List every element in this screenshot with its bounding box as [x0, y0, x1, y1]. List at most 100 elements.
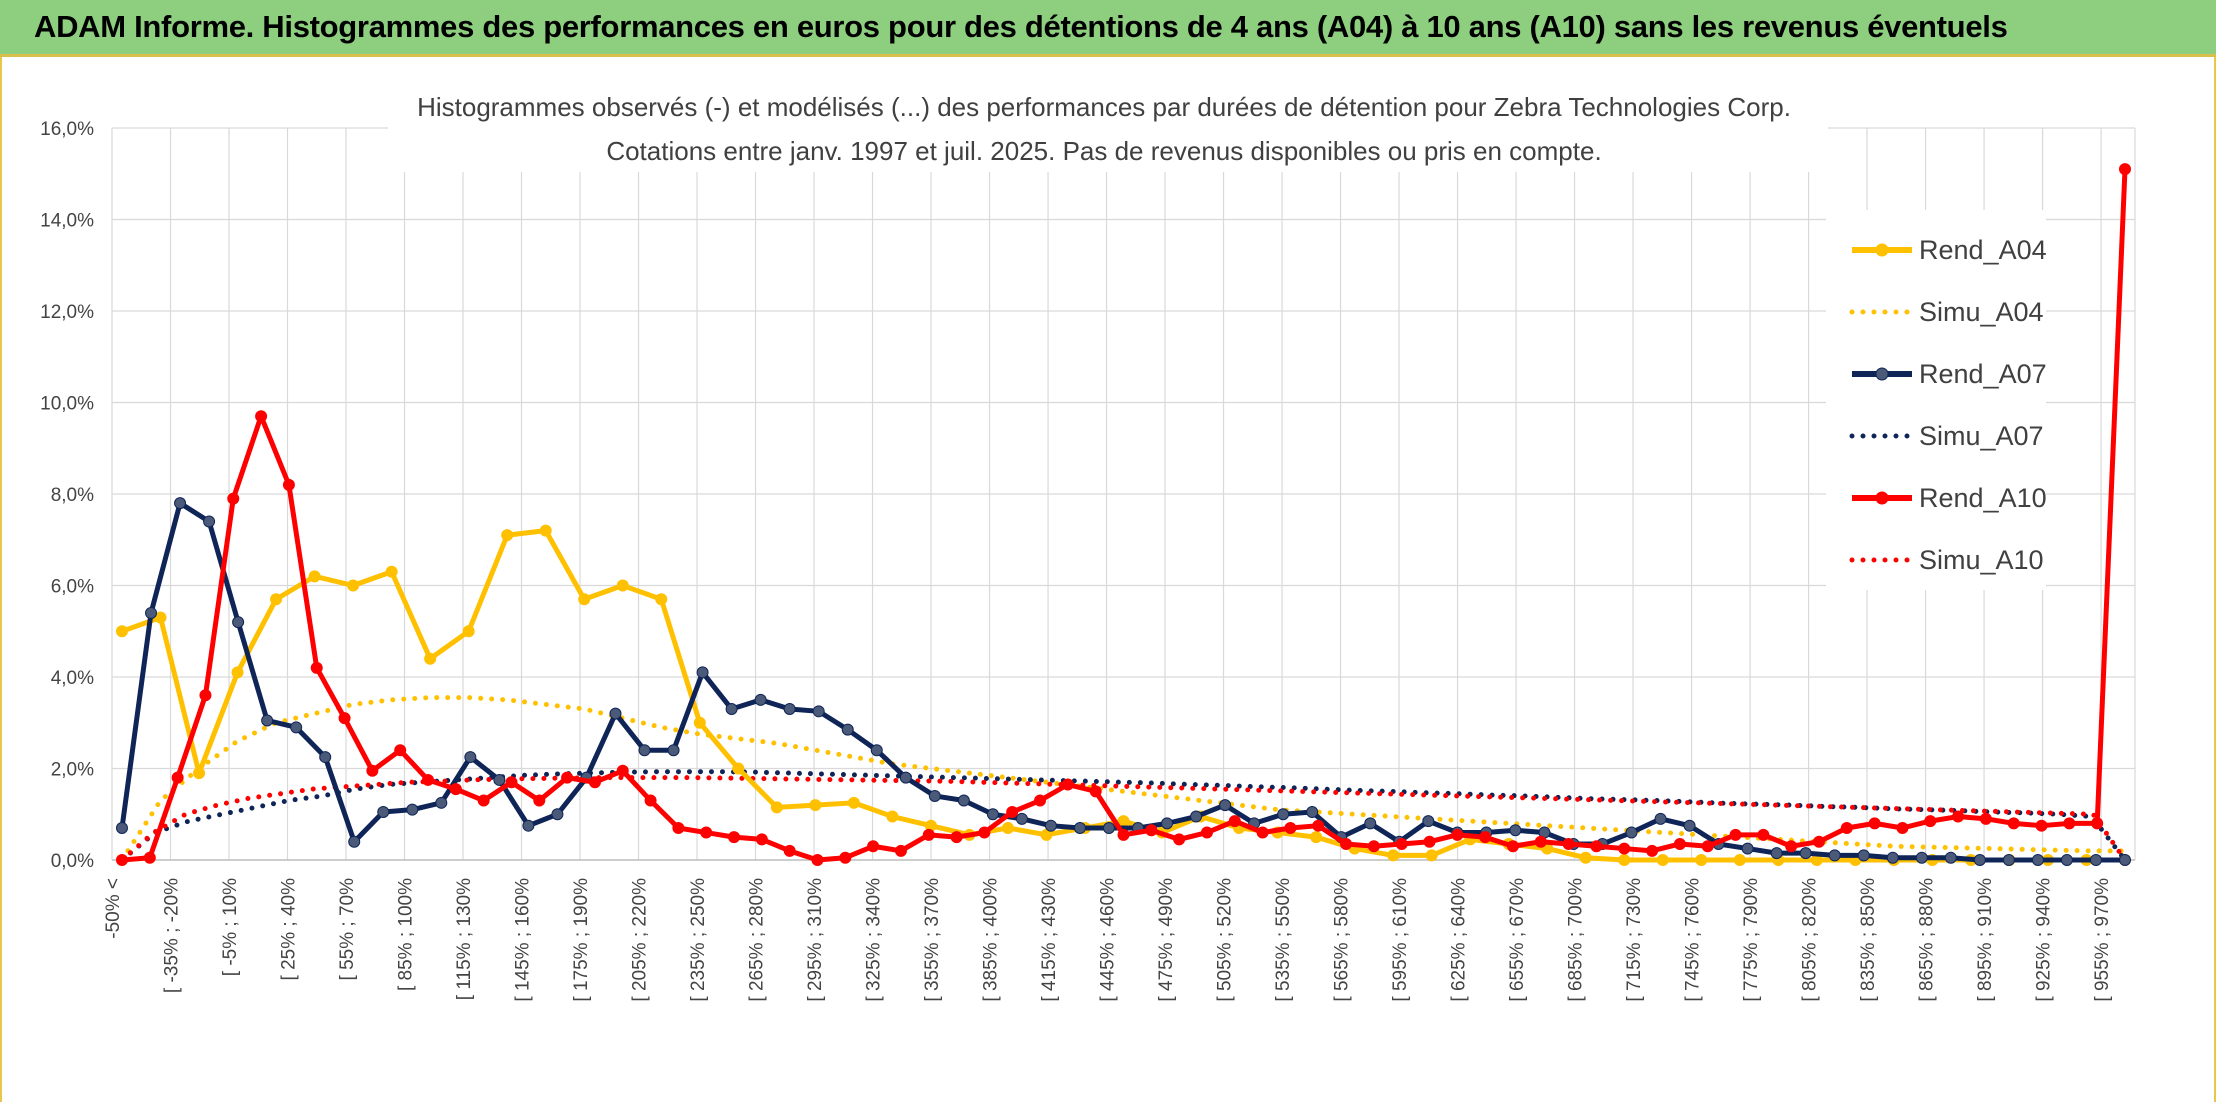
legend-marker-rend-a04 — [1875, 243, 1889, 257]
data-point-rend-a07 — [609, 707, 622, 720]
data-point-rend-a10 — [1701, 840, 1714, 853]
data-point-rend-a07 — [899, 771, 912, 784]
data-point-rend-a04 — [231, 666, 244, 679]
data-point-rend-a07 — [522, 819, 535, 832]
x-tick-label: [ 115% ; 130% — [454, 878, 475, 1000]
series-line-rend-a07 — [119, 500, 2125, 863]
series-line-simu-a04 — [119, 695, 2128, 863]
data-point-rend-a07 — [377, 805, 390, 818]
legend-background — [1826, 210, 2046, 590]
data-point-rend-a10 — [950, 831, 963, 844]
data-point-rend-a10 — [422, 773, 435, 786]
data-point-rend-a07 — [2002, 854, 2015, 866]
data-point-rend-a10 — [1979, 812, 1992, 825]
x-tick-label: [ 625% ; 640% — [1449, 878, 1470, 1002]
data-point-rend-a07 — [464, 751, 477, 764]
data-point-rend-a07 — [1625, 826, 1638, 839]
x-tick-label: -50% < — [103, 878, 124, 939]
data-point-rend-a10 — [783, 844, 796, 857]
x-tick-label: [ 445% ; 460% — [1098, 878, 1119, 1002]
data-point-rend-a07 — [1857, 849, 1870, 862]
x-axis: -50% < [ -35% ; -20% [ -5% ; 10% [ 25% ; 40… — [103, 878, 2113, 1002]
data-point-rend-a07 — [406, 803, 419, 816]
series-line-simu-a07 — [119, 769, 2128, 863]
data-point-rend-a07 — [841, 723, 854, 736]
data-point-rend-a07 — [1915, 851, 1928, 864]
data-point-rend-a10 — [2091, 817, 2104, 830]
data-point-rend-a07 — [754, 693, 767, 706]
data-point-rend-a07 — [1509, 824, 1522, 837]
data-point-rend-a04 — [308, 570, 321, 583]
data-point-rend-a07 — [957, 794, 970, 807]
data-point-rend-a10 — [1840, 821, 1853, 834]
x-tick-label: [ 325% ; 340% — [864, 878, 885, 1002]
data-point-rend-a07 — [2119, 854, 2131, 866]
data-point-rend-a07 — [667, 744, 680, 757]
x-tick-label: [ 805% ; 820% — [1800, 878, 1821, 1002]
data-point-rend-a10 — [1618, 842, 1631, 855]
data-point-rend-a07 — [1073, 821, 1086, 834]
data-point-rend-a10 — [700, 826, 713, 839]
data-point-rend-a10 — [1061, 778, 1074, 791]
data-point-rend-a07 — [696, 666, 709, 679]
data-point-rend-a04 — [1425, 849, 1438, 862]
data-point-rend-a10 — [1451, 828, 1464, 841]
data-point-rend-a10 — [116, 854, 128, 866]
data-point-rend-a10 — [1673, 837, 1686, 850]
data-point-rend-a10 — [1952, 810, 1965, 823]
data-point-rend-a07 — [435, 796, 448, 809]
data-point-rend-a07 — [1770, 847, 1783, 860]
data-point-rend-a10 — [1312, 819, 1325, 832]
data-point-rend-a10 — [644, 794, 657, 807]
data-point-rend-a07 — [551, 808, 564, 821]
data-point-rend-a04 — [809, 799, 822, 812]
data-point-rend-a10 — [2007, 817, 2020, 830]
x-tick-label: [ 745% ; 760% — [1683, 878, 1704, 1002]
data-point-rend-a07 — [1886, 851, 1899, 864]
y-tick-label: 0,0% — [51, 851, 94, 872]
data-point-rend-a10 — [1395, 837, 1408, 850]
series-line-rend-a04 — [121, 528, 2125, 863]
data-point-rend-a10 — [1896, 821, 1909, 834]
y-tick-label: 10,0% — [40, 394, 94, 415]
data-point-rend-a07 — [2089, 854, 2102, 866]
data-point-rend-a04 — [116, 625, 128, 638]
data-point-rend-a07 — [145, 606, 158, 619]
data-point-rend-a04 — [1618, 854, 1631, 866]
data-point-rend-a07 — [116, 821, 128, 834]
data-point-rend-a10 — [1256, 826, 1269, 839]
data-point-rend-a10 — [867, 840, 880, 853]
data-point-rend-a04 — [578, 593, 591, 606]
x-tick-label: [ 355% ; 370% — [922, 878, 943, 1002]
data-point-rend-a04 — [1001, 821, 1014, 834]
data-point-rend-a07 — [174, 497, 187, 510]
data-point-rend-a04 — [616, 579, 629, 592]
x-tick-label: [ 835% ; 850% — [1858, 878, 1879, 1002]
data-point-rend-a04 — [539, 524, 552, 537]
data-point-rend-a10 — [839, 851, 852, 864]
x-tick-label: [ 955% ; 970% — [2092, 878, 2113, 1002]
data-point-rend-a10 — [1034, 794, 1047, 807]
data-point-rend-a10 — [282, 478, 295, 491]
y-tick-label: 12,0% — [40, 302, 94, 323]
legend-label-rend-a10: Rend_A10 — [1919, 483, 2047, 513]
data-point-rend-a10 — [366, 764, 379, 777]
x-tick-label: [ 205% ; 220% — [630, 878, 651, 1002]
data-point-rend-a10 — [227, 492, 240, 505]
report-banner: ADAM Informe. Histogrammes des performan… — [0, 0, 2216, 57]
data-point-rend-a07 — [1277, 808, 1290, 821]
data-point-rend-a07 — [1364, 817, 1377, 830]
x-tick-label: [ 385% ; 400% — [981, 878, 1002, 1002]
data-point-rend-a04 — [347, 579, 360, 592]
data-point-rend-a04 — [693, 716, 706, 729]
series-line-rend-a10 — [121, 169, 2128, 863]
data-point-rend-a07 — [783, 703, 796, 716]
data-point-rend-a10 — [1340, 837, 1353, 850]
data-point-rend-a07 — [1015, 812, 1028, 825]
data-point-rend-a10 — [143, 851, 156, 864]
legend-marker-rend-a07 — [1875, 367, 1889, 381]
data-point-rend-a07 — [1799, 847, 1812, 860]
data-point-rend-a07 — [1683, 819, 1696, 832]
data-point-rend-a10 — [1479, 831, 1492, 844]
